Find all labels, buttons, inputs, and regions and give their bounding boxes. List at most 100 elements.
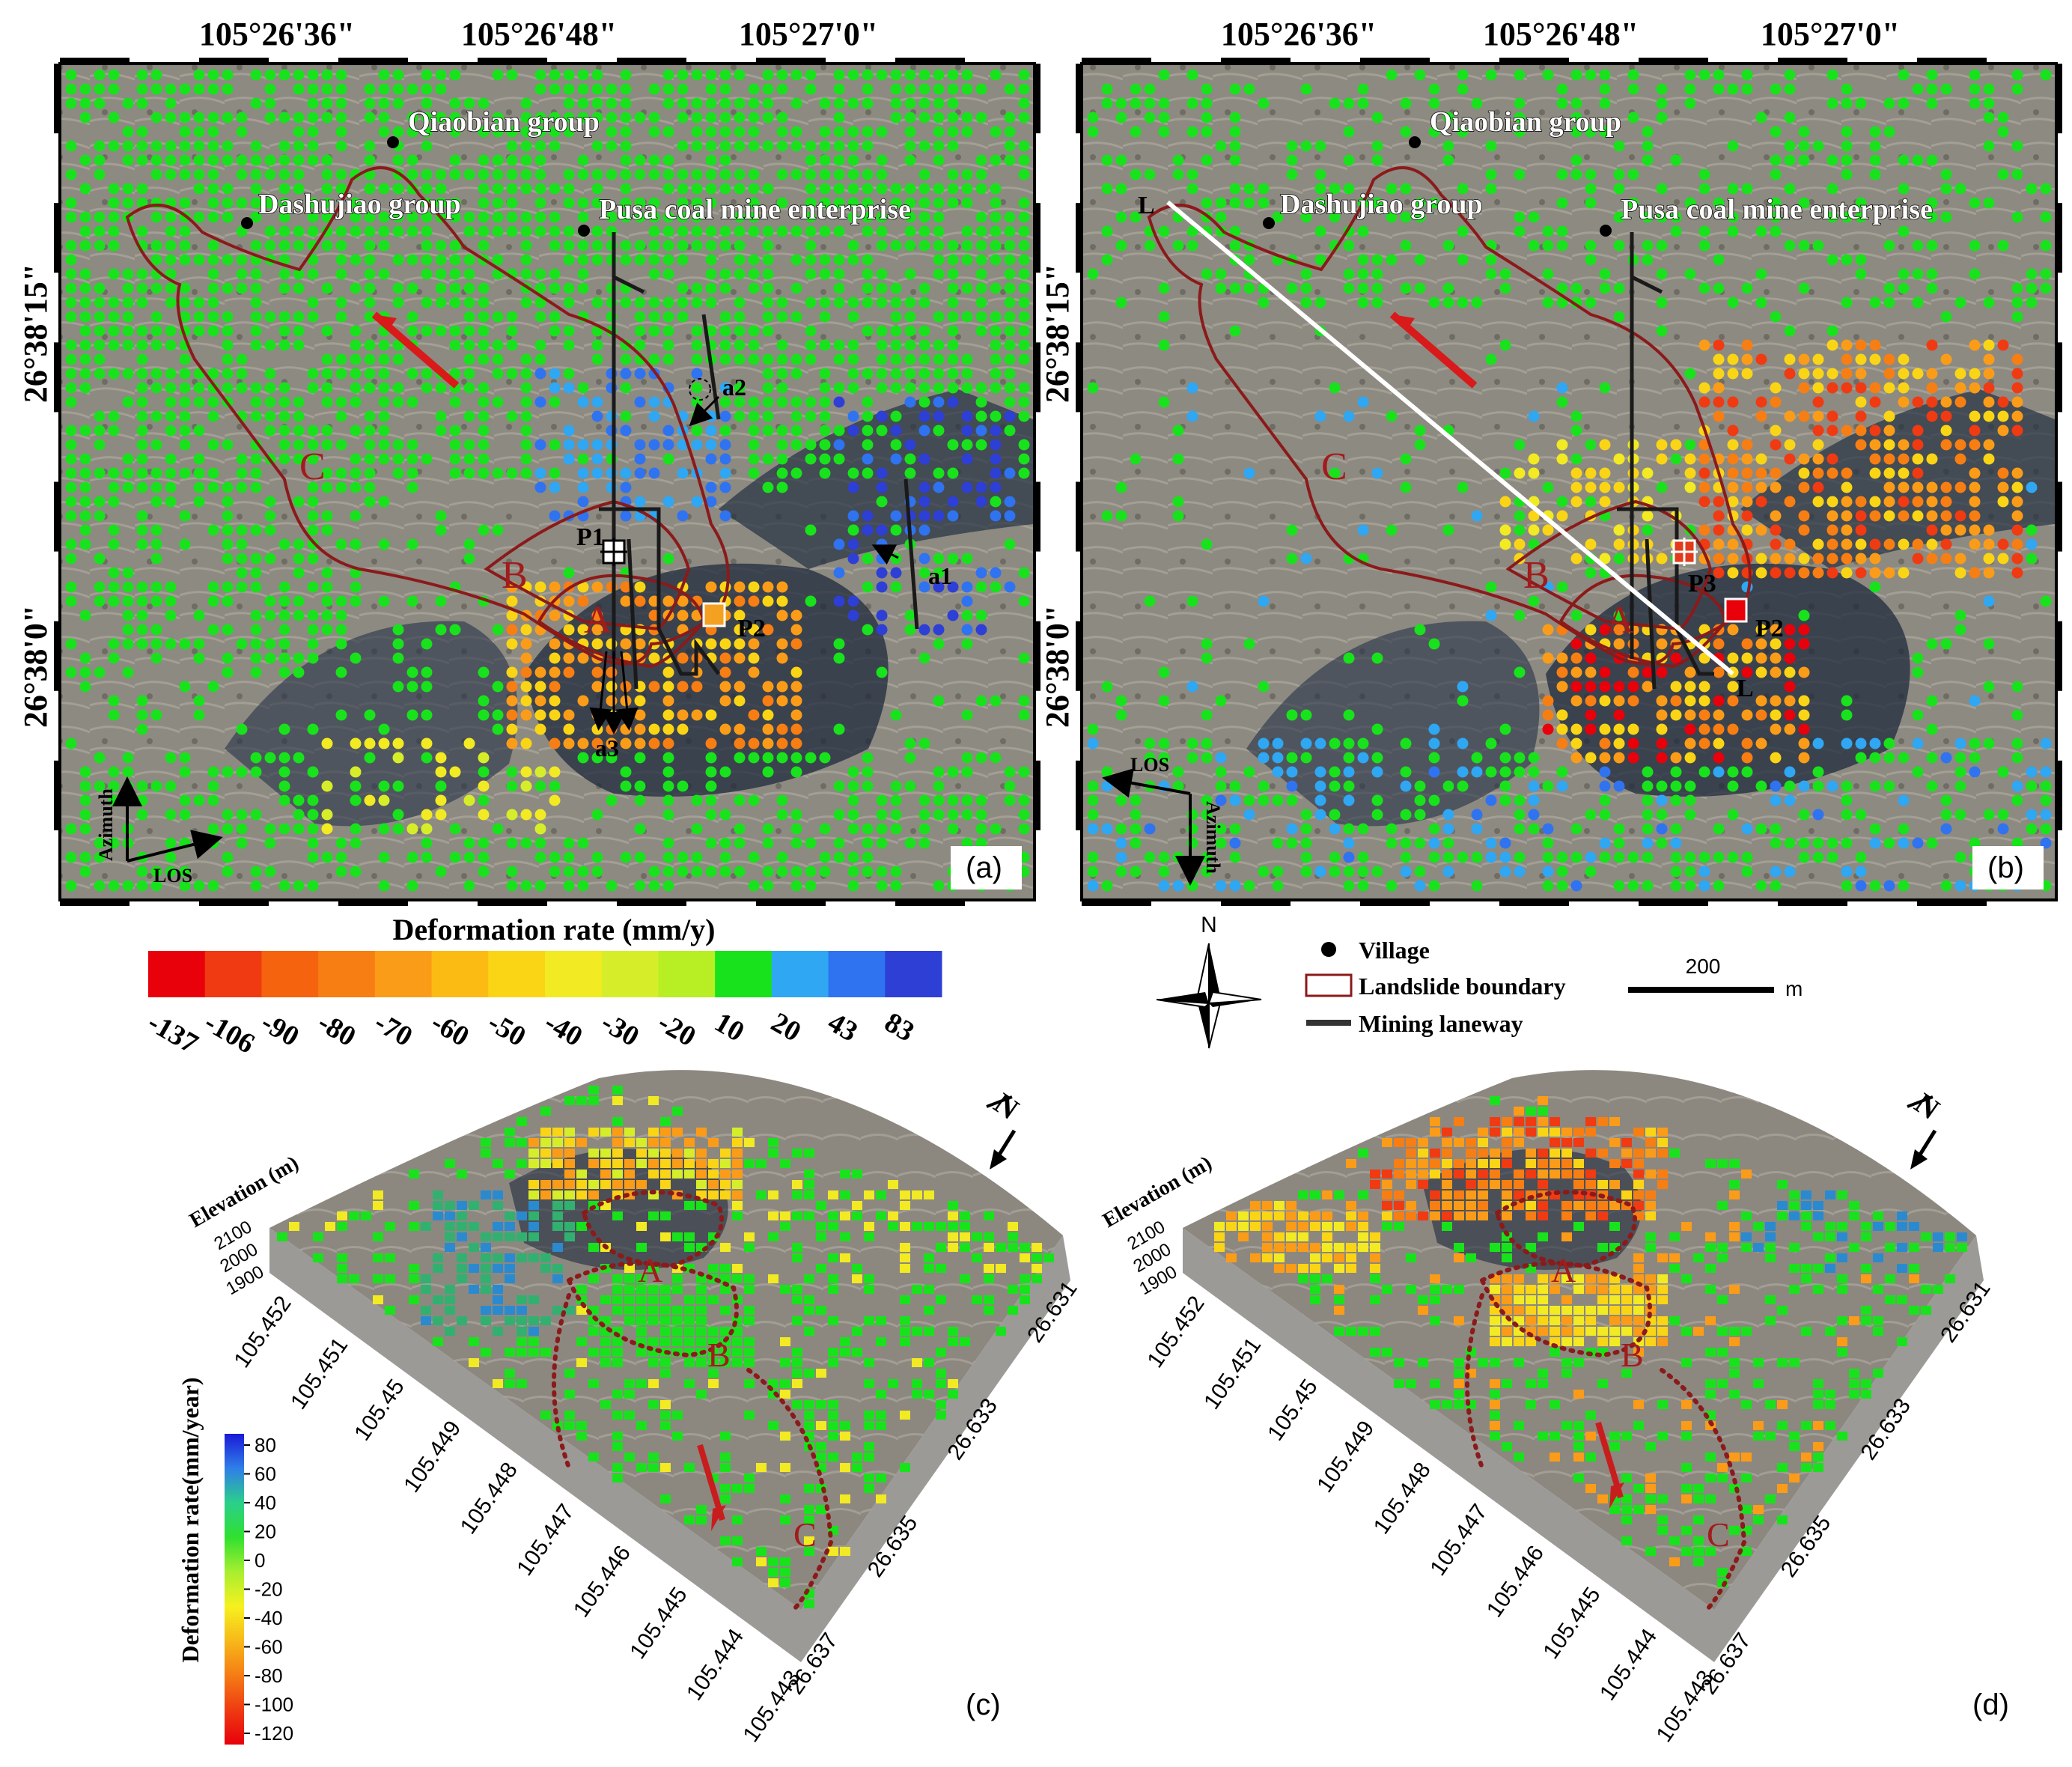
ps-point bbox=[1898, 496, 1910, 508]
deformation-pixel bbox=[1861, 1316, 1871, 1325]
ps-point bbox=[335, 311, 347, 323]
ps-point bbox=[819, 439, 831, 451]
zone-label: C bbox=[299, 445, 326, 488]
ps-point bbox=[264, 83, 276, 95]
ps-point bbox=[222, 154, 234, 166]
ps-point bbox=[222, 112, 234, 124]
ps-point bbox=[1713, 723, 1725, 735]
ps-point bbox=[1770, 780, 1782, 792]
ps-point bbox=[819, 168, 831, 180]
ps-point bbox=[1201, 809, 1213, 821]
ps-point bbox=[890, 112, 902, 124]
ps-point bbox=[1969, 837, 1981, 849]
ps-point bbox=[207, 296, 219, 308]
ps-point bbox=[563, 197, 575, 209]
deformation-pixel bbox=[1885, 1243, 1895, 1252]
ps-point bbox=[620, 296, 632, 308]
ps-point bbox=[1004, 126, 1016, 138]
ps-point bbox=[1585, 695, 1597, 707]
deformation-pixel bbox=[840, 1190, 850, 1199]
deformation-pixel bbox=[1765, 1253, 1776, 1262]
deformation-pixel bbox=[732, 1149, 743, 1158]
ps-point bbox=[790, 695, 802, 707]
deformation-pixel bbox=[1442, 1170, 1452, 1178]
ps-point bbox=[1158, 752, 1170, 764]
ps-point bbox=[776, 126, 788, 138]
ps-point bbox=[2040, 183, 2052, 195]
deformation-pixel bbox=[948, 1232, 958, 1241]
ps-point bbox=[662, 325, 674, 337]
deformation-pixel bbox=[636, 1285, 647, 1294]
deformation-pixel bbox=[912, 1358, 922, 1367]
deformation-pixel bbox=[816, 1222, 826, 1231]
ps-point bbox=[222, 69, 234, 81]
ps-point bbox=[634, 752, 646, 764]
ps-point bbox=[492, 69, 504, 81]
ps-point bbox=[335, 69, 347, 81]
ps-point bbox=[961, 638, 973, 650]
ps-point bbox=[1371, 282, 1383, 294]
deformation-pixel bbox=[732, 1274, 743, 1283]
deformation-pixel bbox=[1370, 1327, 1380, 1336]
deformation-pixel bbox=[780, 1494, 790, 1503]
deformation-pixel bbox=[433, 1211, 443, 1220]
ps-point bbox=[1243, 83, 1255, 95]
deformation-pixel bbox=[1633, 1201, 1644, 1210]
ps-point bbox=[79, 851, 91, 863]
deformation-pixel bbox=[816, 1264, 826, 1273]
ps-point bbox=[122, 609, 134, 621]
ps-point bbox=[193, 609, 205, 621]
ps-point bbox=[648, 467, 660, 479]
ps-point bbox=[1172, 154, 1184, 166]
ps-point bbox=[904, 439, 916, 451]
deformation-pixel bbox=[1020, 1295, 1030, 1304]
ps-point bbox=[719, 353, 731, 365]
ps-point bbox=[918, 453, 930, 465]
deformation-pixel bbox=[936, 1264, 946, 1273]
ps-point bbox=[876, 425, 888, 437]
deformation-pixel bbox=[1633, 1170, 1644, 1178]
ps-point bbox=[264, 69, 276, 81]
ps-point bbox=[222, 439, 234, 451]
ps-point bbox=[1684, 723, 1696, 735]
ps-point bbox=[1698, 737, 1710, 749]
ps-point bbox=[122, 140, 134, 152]
ps-point bbox=[662, 339, 674, 351]
deformation-pixel bbox=[648, 1358, 659, 1367]
ps-point bbox=[321, 425, 333, 437]
deformation-pixel bbox=[1837, 1274, 1847, 1283]
ps-point bbox=[1357, 282, 1369, 294]
ps-point bbox=[975, 268, 987, 280]
ps-point bbox=[662, 553, 674, 565]
deformation-pixel bbox=[696, 1390, 707, 1399]
ps-point bbox=[1386, 837, 1398, 849]
lon-tick-label: 105°27'0" bbox=[739, 16, 878, 52]
ps-point bbox=[833, 425, 845, 437]
ps-point bbox=[606, 752, 618, 764]
ps-point bbox=[1841, 709, 1853, 721]
ps-point bbox=[321, 467, 333, 479]
ps-point bbox=[862, 126, 874, 138]
ps-point bbox=[1599, 794, 1611, 806]
ps-point bbox=[449, 168, 461, 180]
ps-point bbox=[150, 282, 162, 294]
ps-point bbox=[1741, 524, 1753, 536]
ps-point bbox=[65, 282, 77, 294]
ps-point bbox=[1727, 780, 1739, 792]
ps-point bbox=[65, 396, 77, 408]
ps-point bbox=[1201, 268, 1213, 280]
ps-point bbox=[108, 325, 120, 337]
ps-point bbox=[1997, 467, 2009, 479]
deformation-pixel bbox=[732, 1138, 743, 1147]
ps-point bbox=[719, 866, 731, 878]
ps-point bbox=[1798, 837, 1810, 849]
deformation-pixel bbox=[612, 1432, 623, 1441]
ps-point bbox=[179, 140, 191, 152]
ps-point bbox=[1613, 880, 1625, 892]
ps-point bbox=[762, 581, 774, 593]
ps-point bbox=[108, 524, 120, 536]
ps-point bbox=[1542, 268, 1554, 280]
ps-point bbox=[150, 83, 162, 95]
ps-point bbox=[435, 809, 447, 821]
deformation-pixel bbox=[564, 1306, 575, 1315]
